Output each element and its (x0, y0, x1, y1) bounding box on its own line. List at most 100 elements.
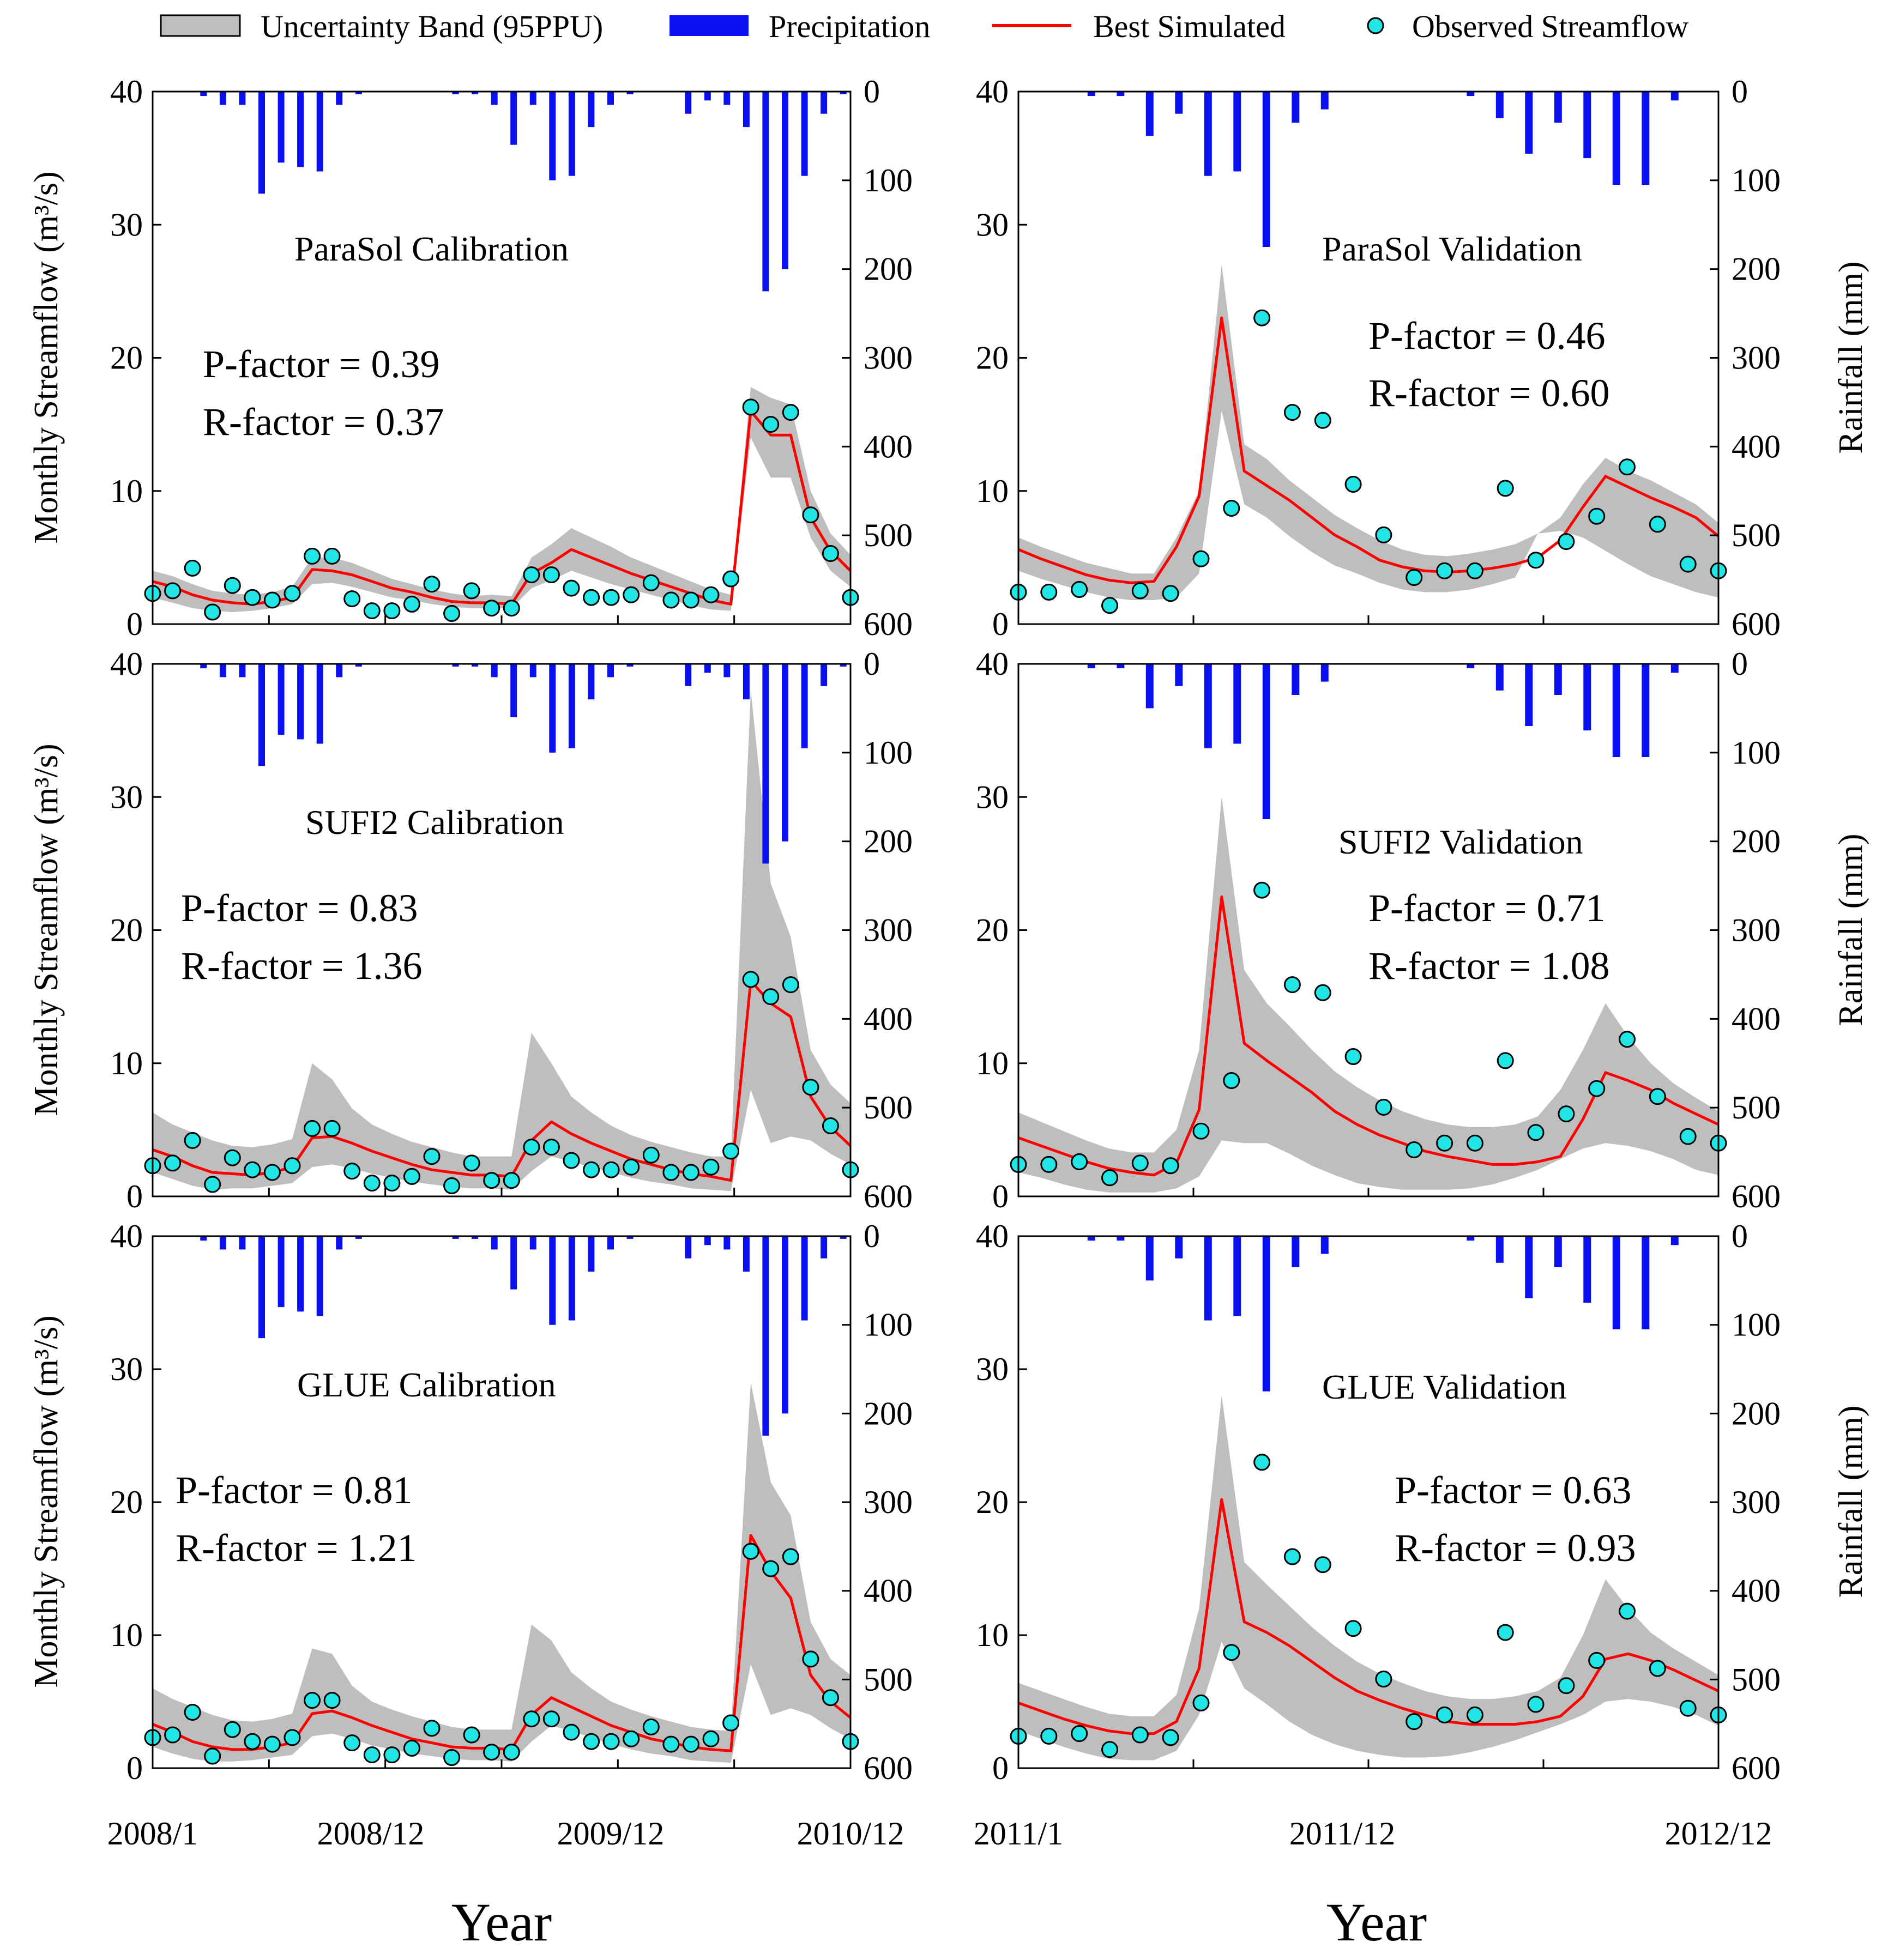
observed-point (623, 586, 640, 603)
p-factor-text: P-factor = 0.39 (203, 342, 440, 386)
observed-point (224, 1721, 241, 1738)
best-simulated-line (1018, 316, 1720, 584)
rainfall-bar (1583, 1236, 1591, 1303)
left-tick-label: 20 (110, 1484, 143, 1520)
observed-point (602, 1733, 620, 1750)
observed-point (1040, 583, 1058, 601)
observed-point (403, 1167, 420, 1185)
bottom-ticks (152, 1759, 852, 1768)
rainfall-bar (452, 92, 459, 94)
observed-point (642, 1718, 660, 1735)
rainfall-bar (743, 92, 750, 128)
right-tick-label: 400 (864, 1573, 913, 1609)
observed-point (1436, 1134, 1453, 1152)
right-tick-label: 200 (1732, 1395, 1781, 1431)
r-factor-text: R-factor = 0.37 (203, 400, 444, 444)
left-tick-label: 10 (110, 1045, 143, 1081)
x-tick-label-calib: 2008/12 (317, 1816, 425, 1852)
observed-point (1344, 476, 1362, 493)
rainfall-bar (336, 1236, 343, 1250)
p-factor-text: P-factor = 0.81 (176, 1468, 413, 1512)
panel-title: GLUE Validation (1322, 1368, 1567, 1406)
rainfall-bar (1262, 92, 1270, 247)
rainfall-bar (723, 664, 731, 677)
rainfall-bar (472, 1236, 479, 1239)
uncertainty-band (153, 1382, 851, 1763)
observed-point (1466, 1134, 1483, 1152)
r-factor-text: R-factor = 1.21 (176, 1526, 417, 1570)
left-tick-label: 20 (110, 912, 143, 948)
rainfall-bar (316, 664, 323, 744)
observed-points (1010, 309, 1727, 614)
rainfall-bar (1117, 664, 1125, 669)
rainfall-bar (1320, 1236, 1329, 1254)
observed-point (244, 589, 261, 606)
rainfall-bar (355, 664, 362, 667)
rainfall-bar (1320, 92, 1329, 110)
left-tick-label: 40 (110, 74, 143, 110)
rainfall-bar (821, 664, 828, 686)
left-tick-label: 40 (110, 646, 143, 682)
p-factor-text: P-factor = 0.83 (181, 886, 418, 930)
uncertainty-band (153, 387, 851, 612)
observed-point (1101, 597, 1118, 614)
rainfall-bar (549, 1236, 556, 1325)
bottom-ticks (1017, 1759, 1720, 1768)
observed-point (1527, 1124, 1545, 1141)
rainfall-bar (239, 92, 246, 105)
observed-point (1497, 1052, 1514, 1069)
right-tick-label: 300 (1732, 340, 1781, 376)
observed-points (1010, 1454, 1727, 1758)
right-tick-label: 500 (1732, 517, 1781, 553)
xlabel-left: Year (451, 1892, 552, 1952)
x-tick-labels: 2008/1 2008/12 2009/12 2010/12 2011/1 2011/12… (107, 1816, 1772, 1852)
observed-point (224, 577, 241, 594)
observed-point (263, 591, 281, 609)
rainfall-bar (491, 1236, 498, 1250)
observed-point (343, 1734, 361, 1752)
left-tick-label: 0 (992, 1750, 1009, 1786)
legend-band-label: Uncertainty Band (95PPU) (261, 9, 603, 44)
observed-point (443, 605, 461, 622)
observed-point (284, 1157, 301, 1175)
observed-point (722, 1714, 740, 1732)
best-simulated-line (1018, 895, 1720, 1177)
rainfall-bar (685, 664, 692, 686)
observed-point (1619, 458, 1636, 476)
observed-point (1040, 1727, 1058, 1745)
rainfall-bar (297, 1236, 304, 1312)
observed-point (363, 1175, 381, 1192)
rainfall-bar (452, 664, 459, 667)
right-ylabel-row2: Rainfall (mm) (1832, 834, 1869, 1026)
right-tick-label: 500 (1732, 1661, 1781, 1697)
observed-point (662, 1164, 680, 1181)
observed-point (284, 585, 301, 602)
rainfall-bar (355, 92, 362, 94)
right-ticks: 0 100 200 300 400 500 600 (842, 1218, 913, 1786)
rainfall-bar (1292, 92, 1300, 123)
observed-point (1223, 500, 1240, 517)
rainfall-bar (762, 664, 769, 864)
observed-point (602, 589, 620, 606)
left-tick-label: 10 (976, 1617, 1009, 1653)
observed-point (722, 570, 740, 588)
legend-obs-label: Observed Streamflow (1412, 9, 1688, 44)
rainfall-bar (316, 92, 323, 172)
observed-point (1283, 404, 1301, 421)
observed-point (1406, 569, 1423, 586)
right-tick-label: 0 (1732, 646, 1748, 682)
left-axis-titles: Monthly Streamflow (m³/s) Monthly Stream… (28, 171, 65, 1687)
rainfall-bar (1583, 664, 1591, 731)
observed-point (523, 1139, 540, 1156)
observed-point (1436, 1706, 1453, 1723)
left-ticks: 0 10 20 30 40 (976, 646, 1027, 1214)
observed-point (802, 506, 819, 524)
rainfall-bar (1583, 92, 1591, 159)
observed-point (363, 602, 381, 620)
rainfall-bar (801, 92, 808, 176)
rainfall-bar (1145, 1236, 1154, 1281)
observed-point (1375, 1671, 1392, 1687)
rainfall-bar (762, 92, 769, 292)
rainfall-bar (1087, 92, 1095, 96)
